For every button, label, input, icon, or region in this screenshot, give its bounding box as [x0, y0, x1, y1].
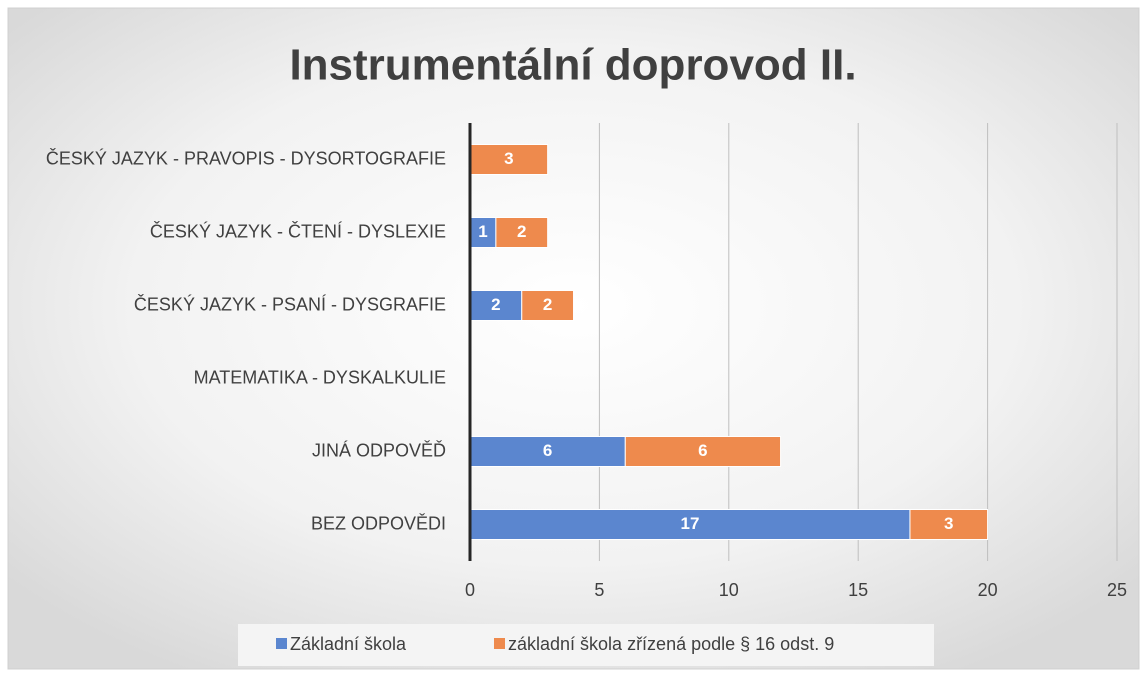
y-tick-label: ČESKÝ JAZYK - PSANÍ - DYSGRAFIE [134, 293, 446, 314]
data-label: 1 [478, 222, 487, 241]
y-tick-label: ČESKÝ JAZYK - ČTENÍ - DYSLEXIE [150, 220, 446, 241]
data-label: 3 [944, 514, 953, 533]
y-tick-label: ČESKÝ JAZYK - PRAVOPIS - DYSORTOGRAFIE [46, 147, 446, 168]
y-tick-label: MATEMATIKA - DYSKALKULIE [194, 367, 446, 387]
x-tick-label: 10 [719, 580, 739, 600]
bar [469, 217, 497, 248]
bar [909, 509, 989, 540]
bar [469, 509, 911, 540]
x-tick-label: 15 [848, 580, 868, 600]
bar [495, 217, 549, 248]
legend-swatch [494, 638, 505, 649]
legend-swatch [276, 638, 287, 649]
bar [469, 436, 626, 467]
data-label: 2 [517, 222, 526, 241]
data-label: 2 [491, 295, 500, 314]
bar [624, 436, 782, 467]
x-tick-label: 5 [594, 580, 604, 600]
data-label: 17 [681, 514, 700, 533]
x-tick-label: 20 [978, 580, 998, 600]
data-label: 6 [543, 441, 552, 460]
legend-label: základní škola zřízená podle § 16 odst. … [508, 634, 834, 654]
chart-background [7, 7, 1140, 670]
bar [521, 290, 575, 321]
data-label: 6 [698, 441, 707, 460]
y-tick-label: BEZ ODPOVĚDI [311, 513, 446, 533]
legend-label: Základní škola [290, 634, 407, 654]
x-tick-label: 0 [465, 580, 475, 600]
y-tick-label: JINÁ ODPOVĚĎ [312, 440, 446, 460]
legend-box [238, 624, 934, 666]
x-tick-label: 25 [1107, 580, 1127, 600]
data-label: 3 [504, 149, 513, 168]
data-label: 2 [543, 295, 552, 314]
chart-title: Instrumentální doprovod II. [289, 41, 856, 90]
